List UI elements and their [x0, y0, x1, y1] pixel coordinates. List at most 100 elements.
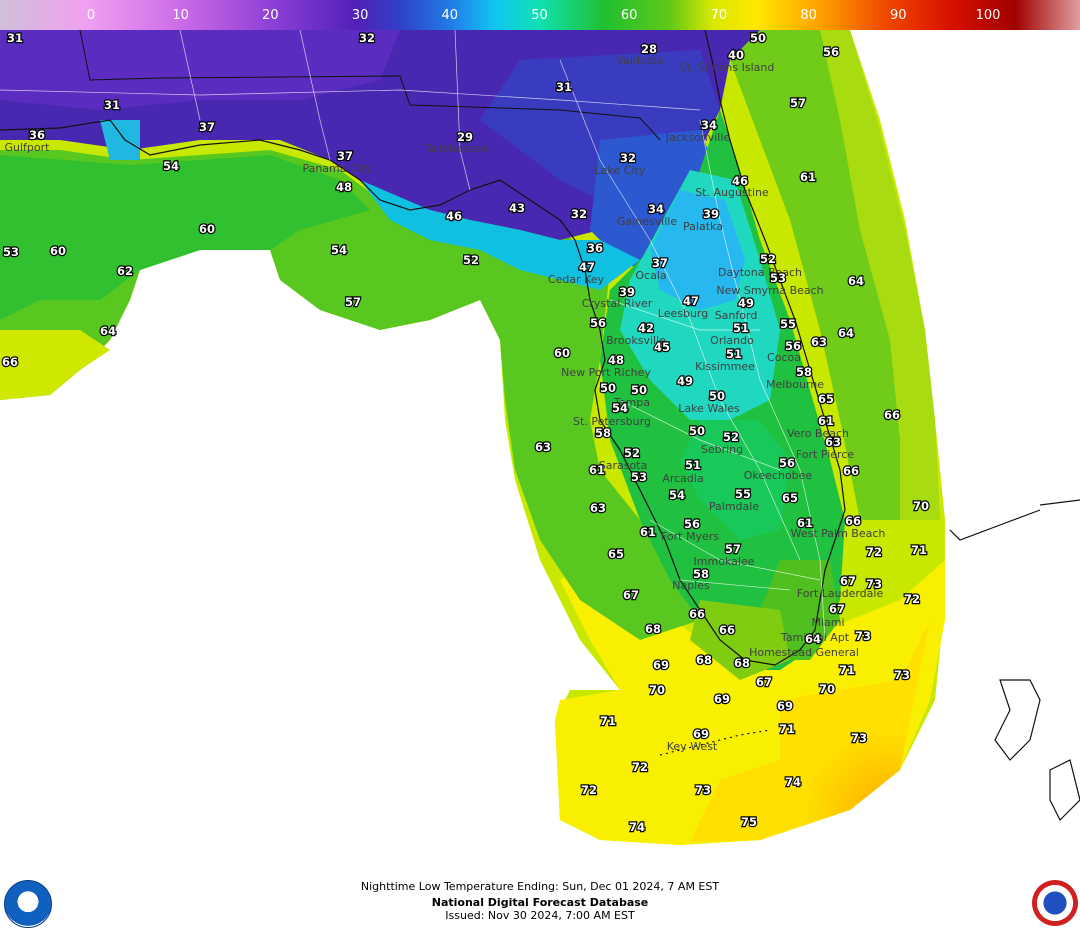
city-label: Valdosta [617, 54, 664, 67]
temperature-value: 73 [695, 783, 711, 797]
noaa-logo-icon [4, 880, 52, 928]
nws-logo-icon [1032, 880, 1078, 926]
city-label: Gulfport [5, 141, 51, 154]
city-label: Lake City [595, 164, 646, 177]
temperature-value: 50 [709, 389, 725, 403]
temperature-value: 69 [653, 658, 669, 672]
city-label: Orlando [710, 334, 754, 347]
temperature-value: 65 [608, 547, 624, 561]
temperature-value: 68 [734, 656, 750, 670]
temperature-value: 60 [50, 244, 66, 258]
temperature-value: 31 [104, 98, 120, 112]
temperature-value: 69 [777, 699, 793, 713]
city-labels: Valdosta St. Simons Island Gulfport Tallaha… [5, 54, 886, 753]
city-label: Melbourne [766, 378, 824, 391]
temperature-value: 49 [738, 296, 754, 310]
footer-source: National Digital Forecast Database [431, 896, 649, 909]
city-label: St. Petersburg [573, 415, 651, 428]
city-label: Naples [672, 579, 710, 592]
temperature-value: 60 [554, 346, 570, 360]
temperature-value: 64 [838, 326, 854, 340]
temperature-value: 56 [779, 456, 795, 470]
temperature-value: 53 [3, 245, 19, 259]
temperature-value: 31 [7, 31, 23, 45]
temperature-value: 58 [796, 365, 812, 379]
city-label: Kissimmee [695, 360, 755, 373]
temperature-value: 48 [336, 180, 352, 194]
temperature-value: 67 [829, 602, 845, 616]
temperature-value: 66 [719, 623, 735, 637]
temperature-value: 73 [894, 668, 910, 682]
temperature-value: 69 [693, 727, 709, 741]
temperature-value: 55 [735, 487, 751, 501]
temperature-value: 71 [779, 722, 795, 736]
temperature-value: 74 [785, 775, 801, 789]
colorbar-tick-50: 50 [531, 8, 548, 23]
temperature-value: 58 [693, 567, 709, 581]
temperature-value: 56 [823, 45, 839, 59]
temperature-value: 57 [345, 295, 361, 309]
temperature-value: 53 [770, 271, 786, 285]
temperature-value: 61 [640, 525, 656, 539]
map-footer: Nighttime Low Temperature Ending: Sun, D… [0, 870, 1080, 930]
city-label: St. Simons Island [680, 61, 775, 74]
temperature-value: 48 [608, 353, 624, 367]
temperature-value: 32 [571, 207, 587, 221]
temperature-value: 68 [645, 622, 661, 636]
city-label: Daytona Beach [718, 266, 802, 279]
temperature-value: 56 [684, 517, 700, 531]
borders-and-roads [0, 30, 826, 641]
temperature-value: 43 [509, 201, 525, 215]
temperature-value: 67 [840, 574, 856, 588]
temperature-value: 71 [600, 714, 616, 728]
temperature-value: 51 [726, 347, 742, 361]
temperature-value: 70 [649, 683, 665, 697]
temperature-value: 73 [855, 629, 871, 643]
temperature-value: 75 [741, 815, 757, 829]
temperature-value: 58 [595, 426, 611, 440]
temperature-value: 61 [818, 414, 834, 428]
temperature-value: 72 [632, 760, 648, 774]
city-label: Panama City [302, 162, 372, 175]
city-label: Okeechobee [744, 469, 813, 482]
temperature-value: 62 [117, 264, 133, 278]
city-label: Sebring [701, 443, 743, 456]
city-label: Key West [667, 740, 718, 753]
colorbar-tick-60: 60 [620, 8, 638, 23]
temperature-value: 69 [714, 692, 730, 706]
temperature-value: 61 [800, 170, 816, 184]
city-label: New Port Richey [561, 366, 651, 379]
temperature-value: 66 [884, 408, 900, 422]
cold-north-region [0, 30, 760, 290]
temperature-map: Valdosta St. Simons Island Gulfport Tallaha… [0, 30, 1080, 845]
city-label: Miami [811, 616, 844, 629]
colorbar-gradient [0, 0, 1080, 30]
temperature-value: 42 [638, 321, 654, 335]
temperature-value: 72 [581, 783, 597, 797]
temperature-value: 57 [790, 96, 806, 110]
temperature-value: 31 [556, 80, 572, 94]
temperature-values: 31 32 28 40 50 56 31 31 57 36 37 29 34 32 37 54 61 46 48 43… [1, 30, 930, 835]
city-label: Lake Wales [678, 402, 740, 415]
city-label: Sanford [715, 309, 758, 322]
city-label: Immokalee [694, 555, 755, 568]
colorbar-tick-100: 100 [975, 8, 1001, 23]
temperature-value: 67 [623, 588, 639, 602]
colorbar-tick-20: 20 [262, 8, 279, 23]
temperature-value: 74 [629, 820, 645, 834]
temperature-value: 51 [733, 321, 749, 335]
temperature-value: 72 [904, 592, 920, 606]
temperature-value: 50 [689, 424, 705, 438]
city-label: Fort Myers [661, 530, 719, 543]
city-label: Tallahassee [423, 142, 487, 155]
temperature-value: 40 [728, 48, 744, 62]
temperature-value: 56 [590, 316, 606, 330]
temperature-value: 73 [866, 577, 882, 591]
city-label: Sarasota [599, 459, 648, 472]
temperature-value: 65 [782, 491, 798, 505]
temperature-value: 61 [797, 516, 813, 530]
temperature-value: 32 [620, 151, 636, 165]
city-label: Brooksville [606, 334, 666, 347]
florida-peninsula [600, 110, 845, 680]
city-label: Ocala [635, 269, 666, 282]
